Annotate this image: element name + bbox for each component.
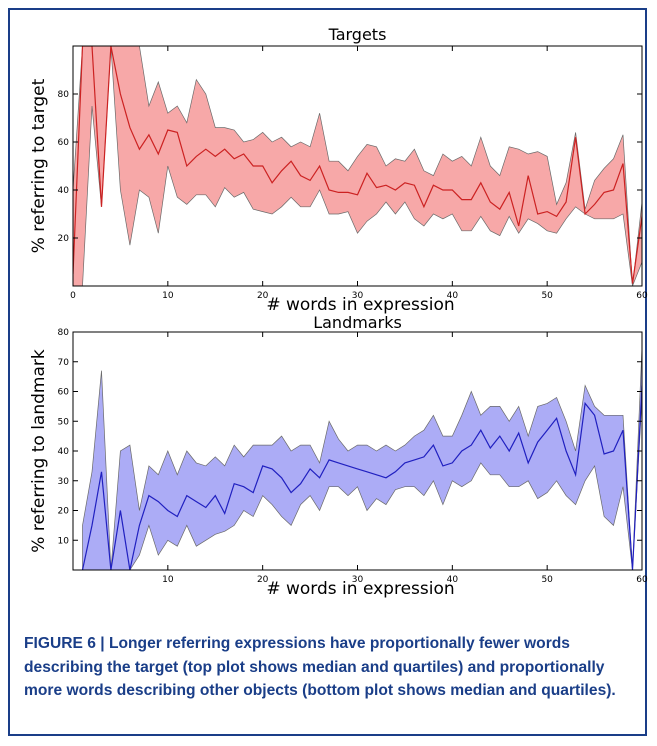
- y-tick-label: 80: [58, 328, 70, 338]
- y-axis-label-targets: % referring to target: [29, 78, 49, 253]
- x-tick-label: 60: [636, 575, 648, 585]
- y-tick-label: 50: [58, 417, 70, 427]
- chart-landmarks: 10 20 30 40 50 60 10 20 30 40 50 60 70 80 Landmarks # w…: [29, 313, 648, 599]
- x-tick-label: 30: [352, 291, 364, 301]
- figure-label: FIGURE 6 |: [24, 635, 105, 652]
- x-axis-label-landmarks: # words in expression: [266, 579, 454, 599]
- y-tick-label: 60: [58, 138, 70, 148]
- chart-targets: 0 10 20 30 40 50 60 20 40 60 80 Targets # words in e…: [29, 25, 648, 315]
- x-tick-label: 40: [447, 291, 459, 301]
- x-tick-label: 20: [257, 575, 269, 585]
- median-line-targets: [73, 46, 642, 284]
- y-tick-label: 20: [58, 234, 70, 244]
- x-tick-label: 10: [162, 575, 174, 585]
- x-tick-label: 40: [447, 575, 459, 585]
- y-tick-label: 70: [58, 358, 70, 368]
- x-tick-label: 30: [352, 575, 364, 585]
- y-axis-label-landmarks: % referring to landmark: [29, 349, 49, 553]
- y-tick-label: 80: [58, 90, 70, 100]
- median-line-landmarks: [81, 385, 642, 570]
- figure-plots: 0 10 20 30 40 50 60 20 40 60 80 Targets # words in e…: [29, 25, 648, 599]
- x-tick-label: 0: [70, 291, 76, 301]
- x-axis-label-targets: # words in expression: [266, 295, 454, 315]
- chart-title-landmarks: Landmarks: [313, 313, 402, 332]
- figure-frame: [8, 8, 647, 736]
- figure-caption-text: Longer referring expressions have propor…: [24, 635, 616, 699]
- x-tick-label: 10: [162, 291, 174, 301]
- plot-area-targets: [73, 46, 642, 286]
- y-tick-label: 20: [58, 507, 70, 517]
- figure-caption: FIGURE 6 | Longer referring expressions …: [24, 632, 634, 703]
- plot-area-landmarks: [81, 346, 642, 570]
- x-tick-label: 20: [257, 291, 269, 301]
- y-tick-label: 40: [58, 186, 70, 196]
- x-tick-label: 50: [541, 575, 553, 585]
- x-tick-label: 60: [636, 291, 648, 301]
- quartile-band-targets: [73, 46, 642, 286]
- y-tick-label: 10: [58, 536, 70, 546]
- y-tick-label: 40: [58, 447, 70, 457]
- y-tick-label: 60: [58, 388, 70, 398]
- chart-title-targets: Targets: [328, 25, 387, 44]
- x-tick-label: 50: [541, 291, 553, 301]
- quartile-band-landmarks: [82, 346, 642, 570]
- y-tick-label: 30: [58, 477, 70, 487]
